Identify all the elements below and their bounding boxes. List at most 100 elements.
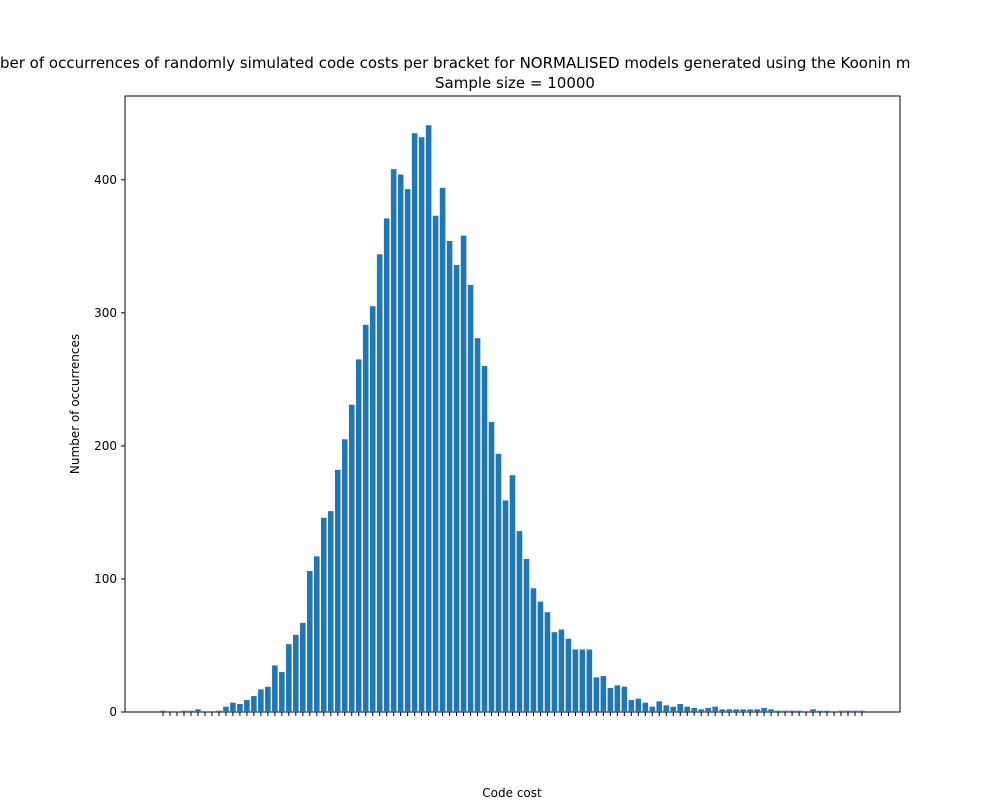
y-tick-label: 300: [94, 306, 117, 320]
y-tick-label: 100: [94, 572, 117, 586]
bar: [230, 702, 236, 712]
bar: [817, 710, 823, 712]
x-axis-label: Code cost: [482, 786, 542, 800]
bar: [698, 709, 705, 712]
bar: [369, 306, 376, 712]
y-tick-label: 0: [109, 705, 117, 719]
bar: [579, 649, 586, 712]
bar: [495, 453, 502, 712]
bar: [593, 677, 600, 712]
bar: [223, 706, 229, 712]
bar: [747, 709, 753, 712]
bar: [237, 704, 243, 712]
bar: [418, 137, 425, 712]
bar: [446, 241, 453, 712]
bar: [607, 688, 614, 712]
bar: [411, 133, 418, 713]
bar: [663, 705, 670, 712]
bar: [572, 649, 579, 712]
bar: [859, 710, 865, 712]
bar: [502, 500, 509, 712]
bar: [383, 218, 390, 712]
bar: [635, 698, 642, 712]
bar: [530, 588, 537, 712]
bar: [726, 709, 732, 712]
bar: [160, 710, 166, 712]
bar: [307, 570, 313, 712]
y-axis-label: Number of occurrences: [68, 334, 82, 474]
bar: [300, 622, 306, 712]
bar: [355, 359, 362, 712]
bar: [600, 676, 607, 712]
bar: [845, 710, 851, 712]
bar: [796, 710, 802, 712]
bar: [775, 710, 781, 712]
bar: [649, 706, 656, 712]
bar: [181, 710, 187, 712]
bar: [341, 439, 348, 712]
chart-title: ber of occurrences of randomly simulated…: [0, 54, 911, 72]
bar: [754, 709, 760, 712]
bar: [684, 706, 691, 712]
bar: [733, 709, 739, 712]
bar: [320, 517, 327, 712]
bar: [712, 706, 718, 712]
bar: [432, 215, 439, 712]
bar: [677, 704, 684, 712]
y-tick-label: 400: [94, 173, 117, 187]
bar: [334, 469, 341, 712]
bar: [516, 531, 523, 712]
chart-subtitle: Sample size = 10000: [435, 74, 595, 92]
bar: [824, 710, 830, 712]
bar: [628, 700, 635, 712]
bar: [789, 710, 795, 712]
bar: [439, 187, 446, 713]
bar: [565, 638, 572, 712]
bar: [348, 404, 355, 712]
bar: [782, 710, 788, 712]
bar: [362, 324, 369, 712]
bar: [272, 665, 278, 712]
bar: [460, 235, 467, 712]
bar: [286, 644, 292, 712]
bar: [670, 706, 677, 712]
bar: [719, 709, 725, 712]
bar: [474, 338, 481, 712]
bar: [258, 689, 264, 712]
bar: [390, 169, 397, 713]
bar: [216, 710, 222, 712]
bar: [265, 686, 271, 712]
bar: [397, 174, 404, 712]
bar: [558, 629, 565, 712]
bar: [810, 709, 816, 712]
bar: [523, 558, 530, 712]
bar: [453, 264, 460, 712]
bar: [705, 708, 712, 712]
bar: [509, 475, 516, 712]
bar: [691, 708, 698, 712]
bar: [279, 672, 285, 712]
bar: [544, 612, 551, 712]
bar: [313, 556, 320, 712]
bar: [488, 421, 495, 712]
bar: [425, 125, 432, 713]
bar: [327, 511, 334, 712]
y-tick-label: 200: [94, 439, 117, 453]
bar: [621, 686, 628, 712]
bar: [537, 601, 544, 712]
bar: [188, 710, 194, 712]
bar: [768, 709, 774, 712]
bar: [244, 700, 250, 712]
bar: [838, 710, 844, 712]
bar: [251, 696, 257, 712]
bar: [481, 366, 488, 712]
bar: [761, 708, 767, 712]
bar: [642, 702, 649, 712]
bar: [467, 284, 474, 712]
bar: [656, 701, 663, 712]
bar: [852, 710, 858, 712]
bar: [551, 632, 558, 712]
bar: [586, 649, 593, 712]
